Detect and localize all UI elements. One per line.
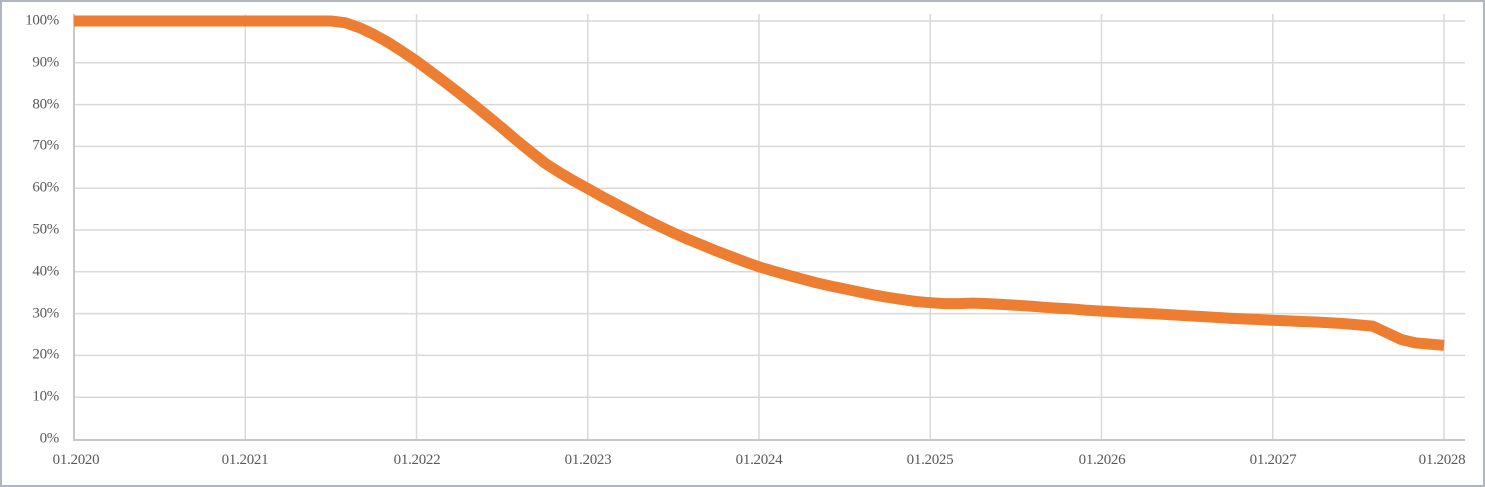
y-tick-label: 60% <box>32 179 59 196</box>
y-tick-label: 20% <box>32 346 59 363</box>
y-tick-label: 80% <box>32 96 59 113</box>
x-tick-label: 01.2022 <box>393 452 441 468</box>
y-tick-label: 30% <box>32 305 59 322</box>
x-tick-label: 01.2024 <box>735 452 783 468</box>
x-tick-label: 01.2020 <box>52 452 100 468</box>
y-tick-label: 100% <box>25 12 59 29</box>
x-tick-label: 01.2023 <box>564 452 612 468</box>
x-tick-label: 01.2021 <box>221 452 269 468</box>
y-tick-label: 10% <box>32 388 59 405</box>
x-tick-label: 01.2028 <box>1418 452 1466 468</box>
y-tick-label: 40% <box>32 263 59 280</box>
x-tick-label: 01.2027 <box>1249 452 1297 468</box>
y-tick-label: 70% <box>32 137 59 154</box>
y-tick-label: 0% <box>39 430 60 447</box>
y-tick-label: 50% <box>32 221 59 238</box>
y-tick-label: 90% <box>32 54 59 71</box>
x-tick-label: 01.2025 <box>906 452 954 468</box>
x-tick-label: 01.2026 <box>1078 452 1126 468</box>
